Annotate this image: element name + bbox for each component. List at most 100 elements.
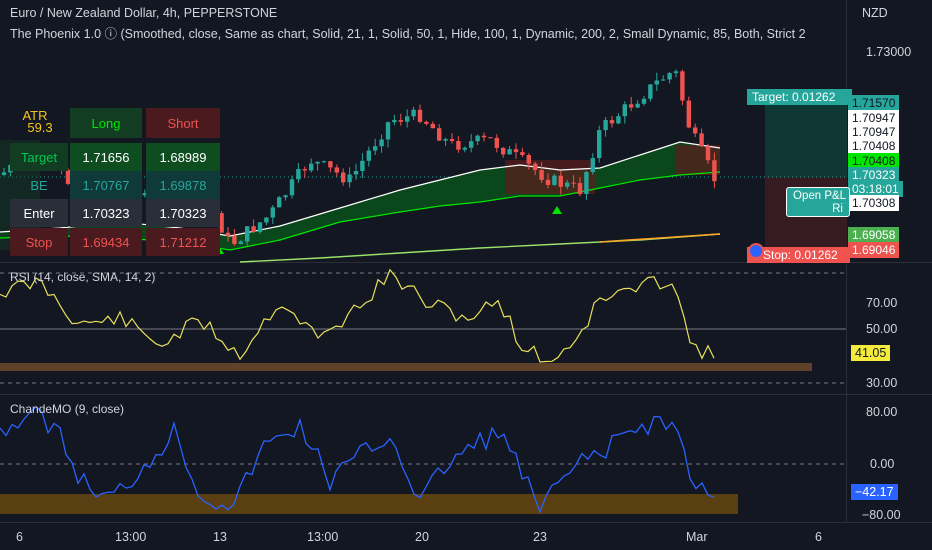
rsi-tick-30: 30.00 [866,376,898,390]
candle [673,71,679,74]
candle [520,152,525,156]
candle [219,213,224,233]
candle [302,169,307,171]
candle [385,122,391,140]
row-enter-short: 1.70323 [146,199,220,227]
candle [1,172,7,175]
candle [225,232,231,236]
candle [360,160,365,171]
candle [565,182,570,187]
price-tag-target: 1.71570 [848,95,900,111]
row-target-short: 1.68989 [146,143,220,171]
time-label-6: 23 [533,530,547,544]
bar-countdown: 03:18:01 [848,181,903,197]
candle [373,146,378,151]
candle [577,183,583,195]
candle [590,158,595,172]
candle [334,167,339,173]
candle [251,226,256,232]
row-target-long: 1.71656 [70,143,142,171]
rsi-oversold-band [0,363,812,371]
candle [545,179,551,185]
atr-value: 59.3 [27,119,53,135]
cmo-tick-0: 0.00 [870,457,895,471]
currency-label: NZD [862,6,888,20]
candle [411,109,416,117]
row-be-label: BE [30,177,48,193]
long-header: Long [70,108,142,138]
candle [270,207,275,218]
time-label-8: 6 [815,530,822,544]
cmo-tick-80: 80.00 [866,405,898,419]
candle [392,120,397,123]
rsi-tick-70: 70.00 [866,296,898,310]
candle [437,128,442,141]
row-be-short: 1.69878 [146,171,220,199]
price-pane [0,69,847,263]
cmo-pane [0,405,846,514]
candle [622,104,627,117]
stop-label[interactable]: Stop: 0.01262 [747,247,850,263]
target-label[interactable]: Target: 0.01262 [747,89,852,105]
candle [398,120,403,122]
globe-icon[interactable] [748,243,764,259]
row-stop-short: 1.71212 [146,228,220,256]
price-tag-6: 1.69058 [848,227,900,243]
candle [277,197,282,208]
candle [539,170,544,180]
candle [584,171,589,195]
candle [558,175,563,187]
cmo-current-value: −42.17 [851,484,898,500]
candle [481,135,487,138]
time-label-4: 13:00 [307,530,339,544]
price-tag-current: 1.70323 [848,167,900,183]
candle [289,179,295,196]
candle [283,195,288,198]
symbol-title[interactable]: Euro / New Zealand Dollar, 4h, PEPPERSTO… [10,6,278,20]
long-signal-arrow-2 [552,206,562,214]
cmo-line [0,405,715,514]
candle [315,161,320,164]
candle [449,139,455,142]
indicator-settings-line[interactable]: The Phoenix 1.0 ⓘ (Smoothed, close, Same… [10,27,806,41]
candlesticks [1,69,717,246]
row-be-long: 1.70767 [70,171,142,199]
time-label-2: 13:00 [115,530,147,544]
candle [257,222,263,232]
rsi-line [0,268,715,363]
candle [494,137,499,148]
candle [424,121,429,124]
rsi-tick-50: 50.00 [866,322,898,336]
candle [488,137,493,139]
candle [603,120,608,131]
candle [552,175,557,185]
candle [526,155,531,164]
rsi-title[interactable]: RSI (14, close, SMA, 14, 2) [10,270,156,284]
candle [321,161,327,163]
candle [341,172,346,183]
candle [417,109,423,122]
candle [462,147,467,150]
candle [245,226,250,242]
open-pnl-box[interactable]: Open P&L Ri [786,187,850,217]
candle [571,182,576,184]
open-pnl-label: Open P&L [793,190,847,202]
time-label-7: Mar [686,530,708,544]
candle [699,133,704,147]
candle [533,163,538,171]
signal-table: ATR 59.3 Long Short Target 1.71656 1.689… [0,100,230,262]
candle [296,169,301,180]
cmo-tick-minus-80: −80.00 [862,508,901,522]
time-label-3: 13 [213,530,227,544]
price-tag-2: 1.70947 [848,124,900,140]
price-tag-stop: 1.69046 [848,242,900,258]
row-enter-label: Enter [10,199,68,227]
candle [328,161,333,168]
candle [501,147,506,155]
row-enter-long: 1.70323 [70,199,142,227]
candle [264,217,269,223]
risk-label: Ri [832,203,843,215]
rsi-pane [0,268,846,384]
cmo-title[interactable]: ChandeMO (9, close) [10,402,125,416]
